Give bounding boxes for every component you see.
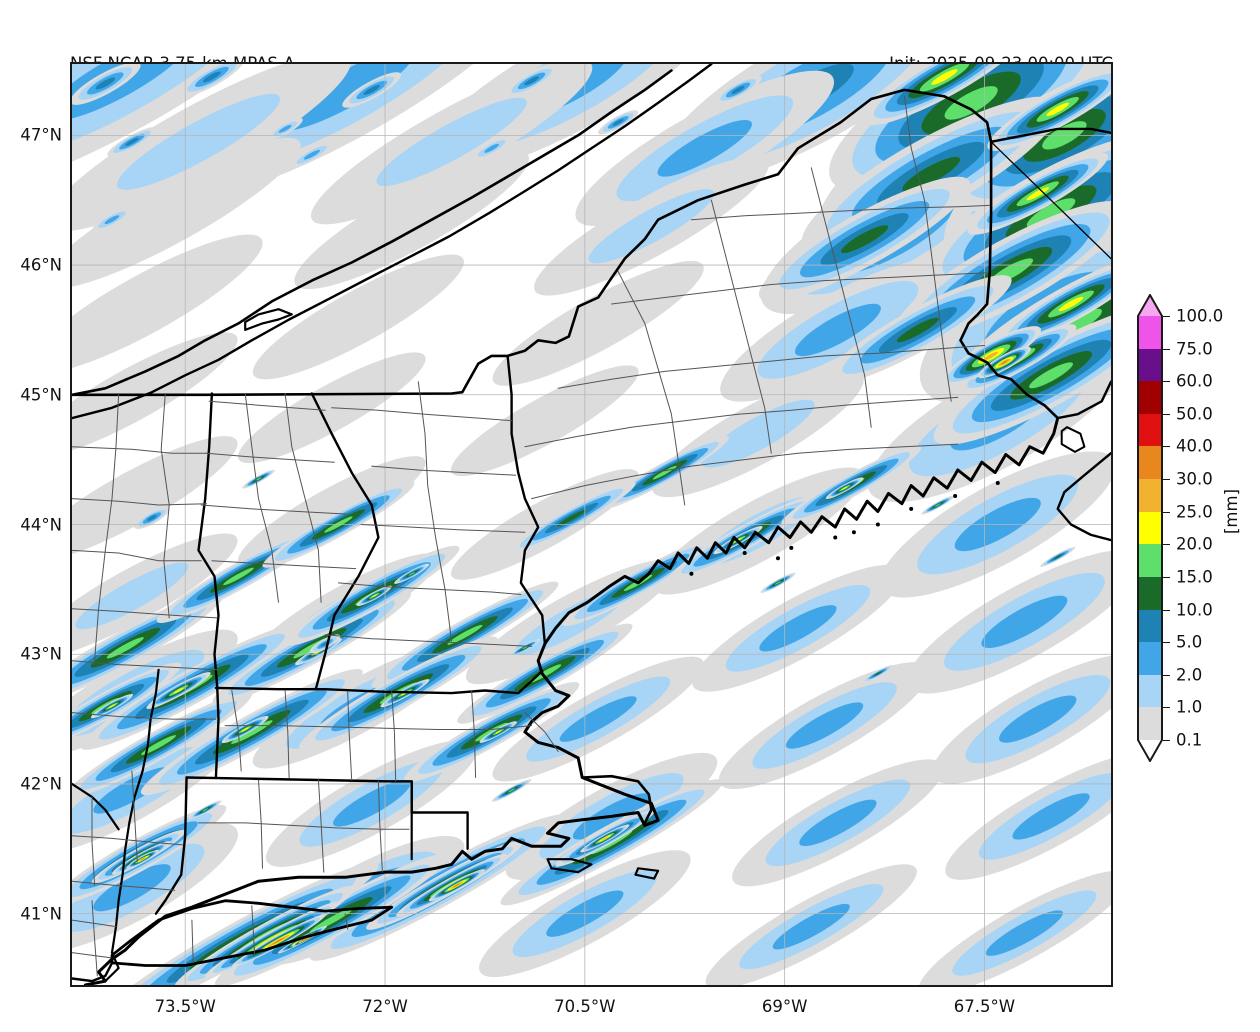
precip-contour-layer bbox=[72, 64, 1111, 985]
colorbar-tick-label: 20.0 bbox=[1176, 534, 1213, 554]
colorbar-band bbox=[1137, 543, 1163, 577]
colorbar-tick-label: 100.0 bbox=[1176, 306, 1224, 326]
precipitation-map bbox=[72, 64, 1111, 985]
colorbar-tick-label: 1.0 bbox=[1176, 697, 1203, 717]
colorbar-tick bbox=[1163, 576, 1170, 578]
colorbar-tick-label: 10.0 bbox=[1176, 600, 1213, 620]
colorbar-band bbox=[1137, 413, 1163, 447]
lon-tick-label: 67.5°W bbox=[953, 997, 1016, 1016]
lon-tick-label: 69°W bbox=[761, 997, 808, 1016]
colorbar-tick bbox=[1163, 674, 1170, 676]
colorbar-tick bbox=[1163, 446, 1170, 448]
colorbar-tick bbox=[1163, 511, 1170, 513]
colorbar-tick-label: 75.0 bbox=[1176, 339, 1213, 359]
colorbar-bands bbox=[1137, 315, 1163, 740]
colorbar-band bbox=[1137, 478, 1163, 512]
colorbar-tick bbox=[1163, 544, 1170, 546]
lat-tick-label: 42°N bbox=[20, 774, 62, 794]
colorbar-tick bbox=[1163, 479, 1170, 481]
colorbar-tick bbox=[1163, 316, 1170, 317]
lon-tick-label: 70.5°W bbox=[554, 997, 616, 1016]
colorbar-tick-label: 2.0 bbox=[1176, 665, 1203, 685]
colorbar-tick bbox=[1163, 609, 1170, 611]
map-plot-frame bbox=[70, 62, 1113, 987]
lat-tick-label: 41°N bbox=[20, 904, 62, 924]
colorbar-tick-label: 40.0 bbox=[1176, 436, 1213, 456]
lat-tick-label: 45°N bbox=[20, 385, 62, 405]
colorbar-band bbox=[1137, 380, 1163, 414]
colorbar-tick bbox=[1163, 413, 1170, 415]
colorbar-tick-label: 25.0 bbox=[1176, 502, 1213, 522]
colorbar-band bbox=[1137, 576, 1163, 610]
lat-tick-label: 44°N bbox=[20, 515, 62, 534]
colorbar-tick bbox=[1163, 642, 1170, 644]
colorbar-band bbox=[1137, 348, 1163, 382]
colorbar-band bbox=[1137, 511, 1163, 545]
lat-tick-label: 46°N bbox=[20, 255, 62, 275]
colorbar-band bbox=[1137, 674, 1163, 708]
colorbar-band bbox=[1137, 706, 1163, 740]
colorbar-tick-label: 30.0 bbox=[1176, 469, 1213, 489]
colorbar-tick-label: 0.1 bbox=[1176, 730, 1203, 750]
lat-tick-label: 47°N bbox=[20, 125, 62, 145]
lat-tick-label: 43°N bbox=[20, 644, 62, 664]
colorbar-under-arrow bbox=[1137, 740, 1163, 762]
colorbar-band bbox=[1137, 609, 1163, 643]
colorbar-band bbox=[1137, 445, 1163, 480]
political-borders bbox=[72, 64, 1111, 985]
colorbar-over-arrow bbox=[1137, 294, 1163, 316]
colorbar-tick bbox=[1163, 348, 1170, 350]
colorbar-tick bbox=[1163, 740, 1170, 741]
lonlat-gridlines bbox=[72, 64, 1111, 985]
colorbar: 0.1 1.0 2.0 5.0 10.0 15.0 20.0 25.0 30.0 40.0 50.0… bbox=[1137, 294, 1223, 762]
colorbar-tick-label: 15.0 bbox=[1176, 567, 1213, 587]
colorbar-tick-label: 5.0 bbox=[1176, 632, 1203, 652]
colorbar-units-label: [mm] bbox=[1222, 488, 1241, 534]
lon-tick-label: 72°W bbox=[362, 997, 408, 1016]
colorbar-band bbox=[1137, 315, 1163, 349]
lon-tick-label: 73.5°W bbox=[154, 997, 216, 1016]
colorbar-band bbox=[1137, 641, 1163, 675]
colorbar-tick-label: 60.0 bbox=[1176, 371, 1213, 391]
colorbar-tick bbox=[1163, 381, 1170, 383]
colorbar-tick bbox=[1163, 707, 1170, 709]
colorbar-tick-label: 50.0 bbox=[1176, 404, 1213, 424]
